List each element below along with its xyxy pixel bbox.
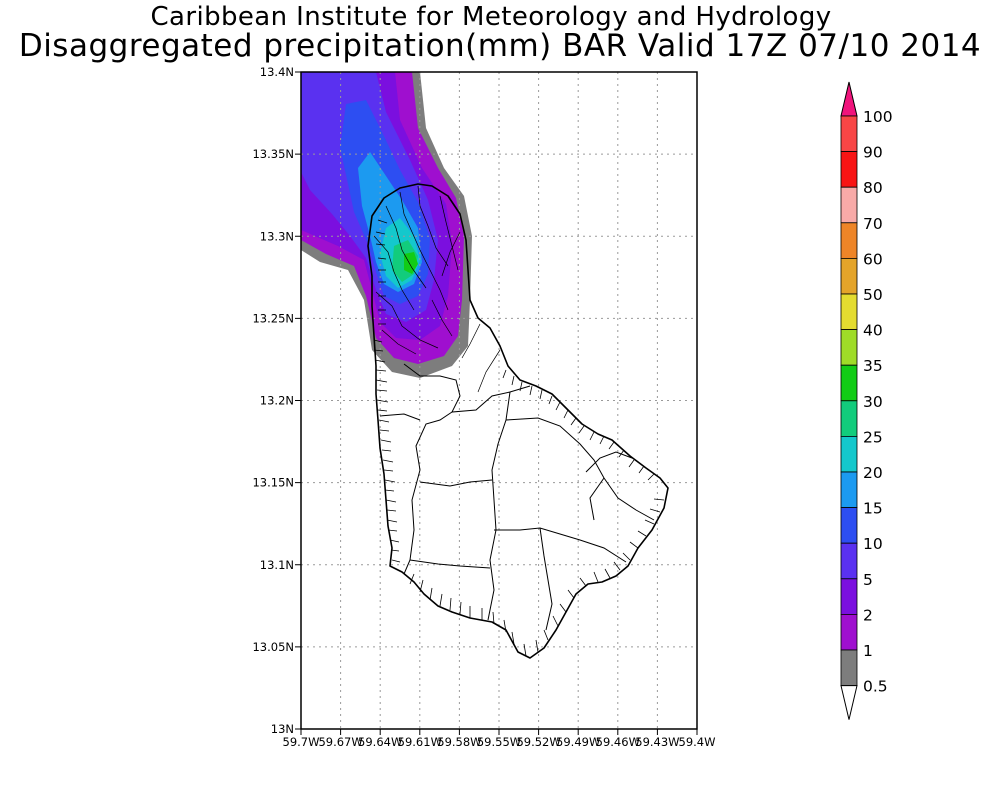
lat-tick-label: 13.35N [252,147,294,161]
lat-tick-label: 13.1N [260,558,294,572]
colorbar-segment [840,329,858,366]
colorbar-label: 0.5 [863,678,888,696]
lat-tick-label: 13.05N [252,640,294,654]
colorbar-segment [840,471,858,508]
colorbar-segment [840,364,858,402]
lon-tick-label: 59.64W [358,735,402,749]
colorbar-label: 25 [863,428,883,446]
lon-tick-label: 59.4W [679,735,716,749]
lon-tick-label: 59.58W [437,735,481,749]
colorbar-segment [840,614,858,651]
colorbar-label: 60 [863,250,883,268]
colorbar-segment [840,578,858,615]
latitude-axis: 13.4N 13.35N 13.3N 13.25N 13.2N 13.15N 13.1N 13… [252,65,301,736]
barbados-island [367,183,669,659]
lon-tick-label: 59.67W [318,735,362,749]
colorbar-segment [840,435,858,473]
colorbar-segment [840,186,858,224]
lat-tick-label: 13.3N [260,229,294,243]
lat-tick-label: 13.15N [252,476,294,490]
lon-tick-label: 59.49W [556,735,600,749]
lon-tick-label: 59.55W [477,735,521,749]
colorbar-segment [840,542,858,580]
colorbar-label: 100 [863,108,893,126]
chart-title: Caribbean Institute for Meteorology and … [150,2,832,32]
island-coast-hatch [373,219,665,657]
colorbar-segment [840,257,858,295]
colorbar-label: 70 [863,215,883,233]
colorbar-label: 5 [863,571,873,589]
colorbar-segment [840,649,858,686]
lat-tick-label: 13.4N [260,65,294,79]
precip-band-green [404,252,418,274]
colorbar-label: 20 [863,464,883,482]
colorbar-segment [840,151,858,188]
lon-tick-label: 59.52W [516,735,560,749]
island-coastline [367,183,669,659]
colorbar-segment [840,507,858,544]
island-streams [373,185,501,393]
colorbar-segment [840,293,858,330]
lat-tick-label: 13N [271,722,294,736]
island-parish-boundaries [379,363,655,631]
colorbar-label: 30 [863,393,883,411]
colorbar-segment [840,115,858,152]
lon-tick-label: 59.61W [398,735,442,749]
colorbar-top-arrow [840,81,858,117]
colorbar-bottom-arrow [840,685,858,720]
colorbar-segment [840,222,858,259]
map-grid [301,72,697,729]
lon-tick-label: 59.46W [596,735,640,749]
colorbar-label: 2 [863,606,873,624]
lat-tick-label: 13.2N [260,394,294,408]
colorbar-label: 90 [863,144,883,162]
chart-subtitle: Disaggregated precipitation(mm) BAR Vali… [18,28,982,64]
longitude-axis: 59.7W59.67W59.64W59.61W59.58W59.55W59.52… [283,729,716,749]
colorbar-label: 50 [863,286,883,304]
colorbar-label: 35 [863,357,883,375]
colorbar-label: 1 [863,642,873,660]
precipitation-field [301,72,472,378]
colorbar-label: 80 [863,179,883,197]
colorbar-label: 10 [863,535,883,553]
colorbar-label: 40 [863,322,883,340]
lat-tick-label: 13.25N [252,311,294,325]
colorbar-label: 15 [863,500,883,518]
colorbar-segment [840,400,858,437]
precipitation-colorbar: 100 90 80 70 60 50 40 35 30 25 20 15 10 5 2 1 0.5 [840,81,893,720]
lon-tick-label: 59.7W [283,735,320,749]
lon-tick-label: 59.43W [635,735,679,749]
